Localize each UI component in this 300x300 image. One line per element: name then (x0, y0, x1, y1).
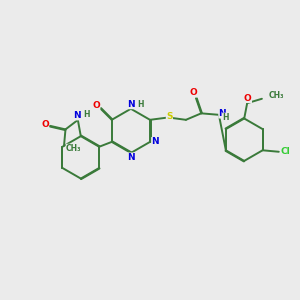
Text: N: N (219, 109, 226, 118)
Text: N: N (127, 153, 135, 162)
Text: S: S (166, 112, 173, 121)
Text: O: O (244, 94, 252, 103)
Text: N: N (127, 100, 135, 109)
Text: N: N (152, 137, 159, 146)
Text: O: O (92, 100, 100, 109)
Text: H: H (83, 110, 90, 119)
Text: O: O (190, 88, 197, 97)
Text: N: N (74, 111, 81, 120)
Text: O: O (41, 120, 49, 129)
Text: H: H (222, 113, 229, 122)
Text: H: H (137, 100, 144, 109)
Text: CH₃: CH₃ (66, 144, 81, 153)
Text: CH₃: CH₃ (268, 91, 284, 100)
Text: Cl: Cl (280, 147, 290, 156)
